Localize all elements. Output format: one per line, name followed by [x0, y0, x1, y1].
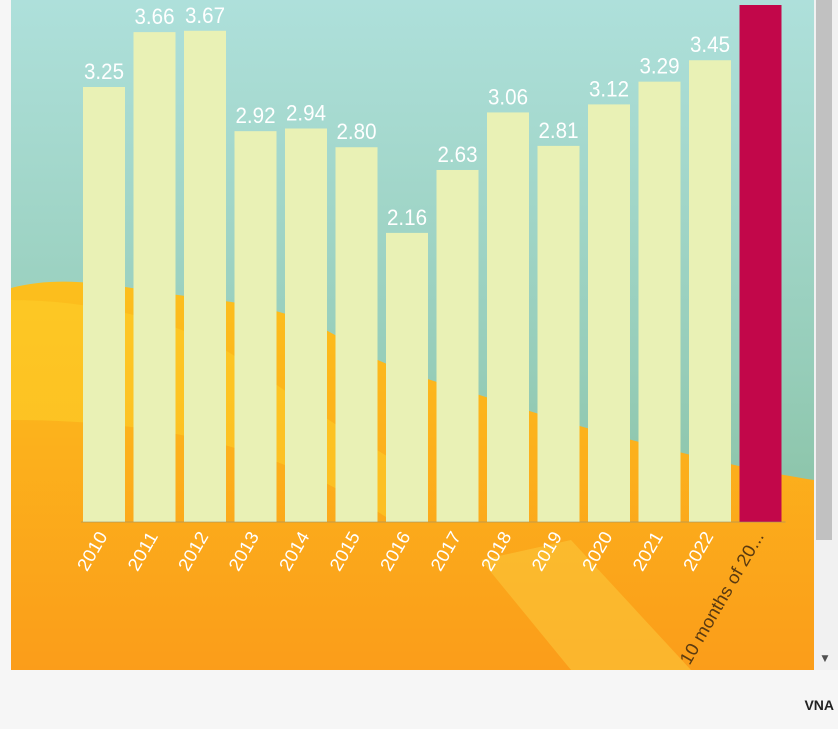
- value-label-5: 2.94: [286, 100, 326, 125]
- bar-3: [184, 30, 226, 523]
- bar-14: [739, 5, 782, 522]
- ground-streak: [481, 540, 691, 670]
- value-label-2: 3.66: [135, 4, 175, 29]
- value-label-4: 2.92: [236, 103, 276, 128]
- value-label-8: 2.63: [438, 142, 478, 167]
- bar-13: [689, 60, 731, 522]
- scroll-down-arrow-icon[interactable]: ▼: [821, 654, 829, 664]
- bars-layer: [83, 5, 782, 523]
- bar-10: [537, 145, 580, 522]
- value-label-6: 2.80: [337, 119, 377, 144]
- chart-frame: 3.25 3.66 3.67 2.92 2.94 2.80 2.16 2.63 3.06 2.81…: [11, 0, 814, 670]
- bar-6: [335, 147, 378, 522]
- bar-2: [133, 32, 176, 522]
- scrollbar-thumb[interactable]: [816, 0, 832, 540]
- source-credit: VNA: [804, 697, 834, 713]
- bar-5: [285, 128, 327, 522]
- bar-8: [436, 169, 479, 522]
- bar-4: [234, 131, 277, 522]
- bar-7: [386, 232, 428, 522]
- bar-11: [588, 104, 630, 523]
- value-label-10: 2.81: [539, 118, 579, 143]
- value-label-7: 2.16: [387, 205, 427, 230]
- bar-12: [638, 81, 681, 523]
- value-label-12: 3.29: [640, 54, 680, 79]
- value-label-9: 3.06: [488, 84, 528, 109]
- value-labels-layer: 3.25 3.66 3.67 2.92 2.94 2.80 2.16 2.63 3.06 2.81…: [84, 3, 730, 230]
- bar-chart: 3.25 3.66 3.67 2.92 2.94 2.80 2.16 2.63 3.06 2.81…: [11, 0, 814, 670]
- value-label-3: 3.67: [185, 3, 225, 28]
- bar-1: [83, 87, 125, 522]
- bar-9: [487, 112, 529, 522]
- value-label-1: 3.25: [84, 59, 124, 84]
- value-label-11: 3.12: [589, 76, 629, 101]
- value-label-13: 3.45: [690, 32, 730, 57]
